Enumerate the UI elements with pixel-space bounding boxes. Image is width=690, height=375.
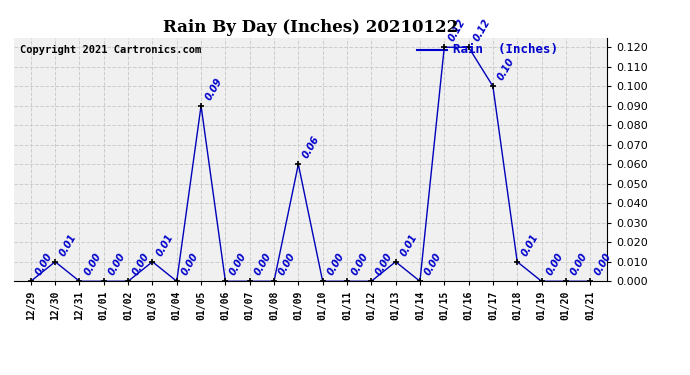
Title: Rain By Day (Inches) 20210122: Rain By Day (Inches) 20210122 bbox=[163, 19, 458, 36]
Text: 0.00: 0.00 bbox=[106, 251, 127, 277]
Text: Copyright 2021 Cartronics.com: Copyright 2021 Cartronics.com bbox=[20, 45, 201, 55]
Text: 0.00: 0.00 bbox=[544, 251, 565, 277]
Text: 0.00: 0.00 bbox=[131, 251, 152, 277]
Text: 0.00: 0.00 bbox=[423, 251, 444, 277]
Text: 0.00: 0.00 bbox=[350, 251, 371, 277]
Text: 0.12: 0.12 bbox=[471, 17, 492, 43]
Text: 0.00: 0.00 bbox=[179, 251, 200, 277]
Text: 0.00: 0.00 bbox=[374, 251, 395, 277]
Text: 0.01: 0.01 bbox=[155, 232, 176, 258]
Text: 0.00: 0.00 bbox=[277, 251, 297, 277]
Text: Rain  (Inches): Rain (Inches) bbox=[453, 43, 558, 56]
Text: 0.01: 0.01 bbox=[58, 232, 79, 258]
Text: 0.06: 0.06 bbox=[301, 134, 322, 160]
Text: 0.00: 0.00 bbox=[326, 251, 346, 277]
Text: 0.10: 0.10 bbox=[495, 56, 516, 82]
Text: 0.01: 0.01 bbox=[398, 232, 419, 258]
Text: 0.00: 0.00 bbox=[82, 251, 103, 277]
Text: 0.00: 0.00 bbox=[228, 251, 249, 277]
Text: 0.00: 0.00 bbox=[569, 251, 589, 277]
Text: 0.12: 0.12 bbox=[447, 17, 468, 43]
Text: 0.00: 0.00 bbox=[593, 251, 613, 277]
Text: 0.00: 0.00 bbox=[253, 251, 273, 277]
Text: 0.01: 0.01 bbox=[520, 232, 541, 258]
Text: 0.00: 0.00 bbox=[34, 251, 55, 277]
Text: 0.09: 0.09 bbox=[204, 76, 224, 102]
